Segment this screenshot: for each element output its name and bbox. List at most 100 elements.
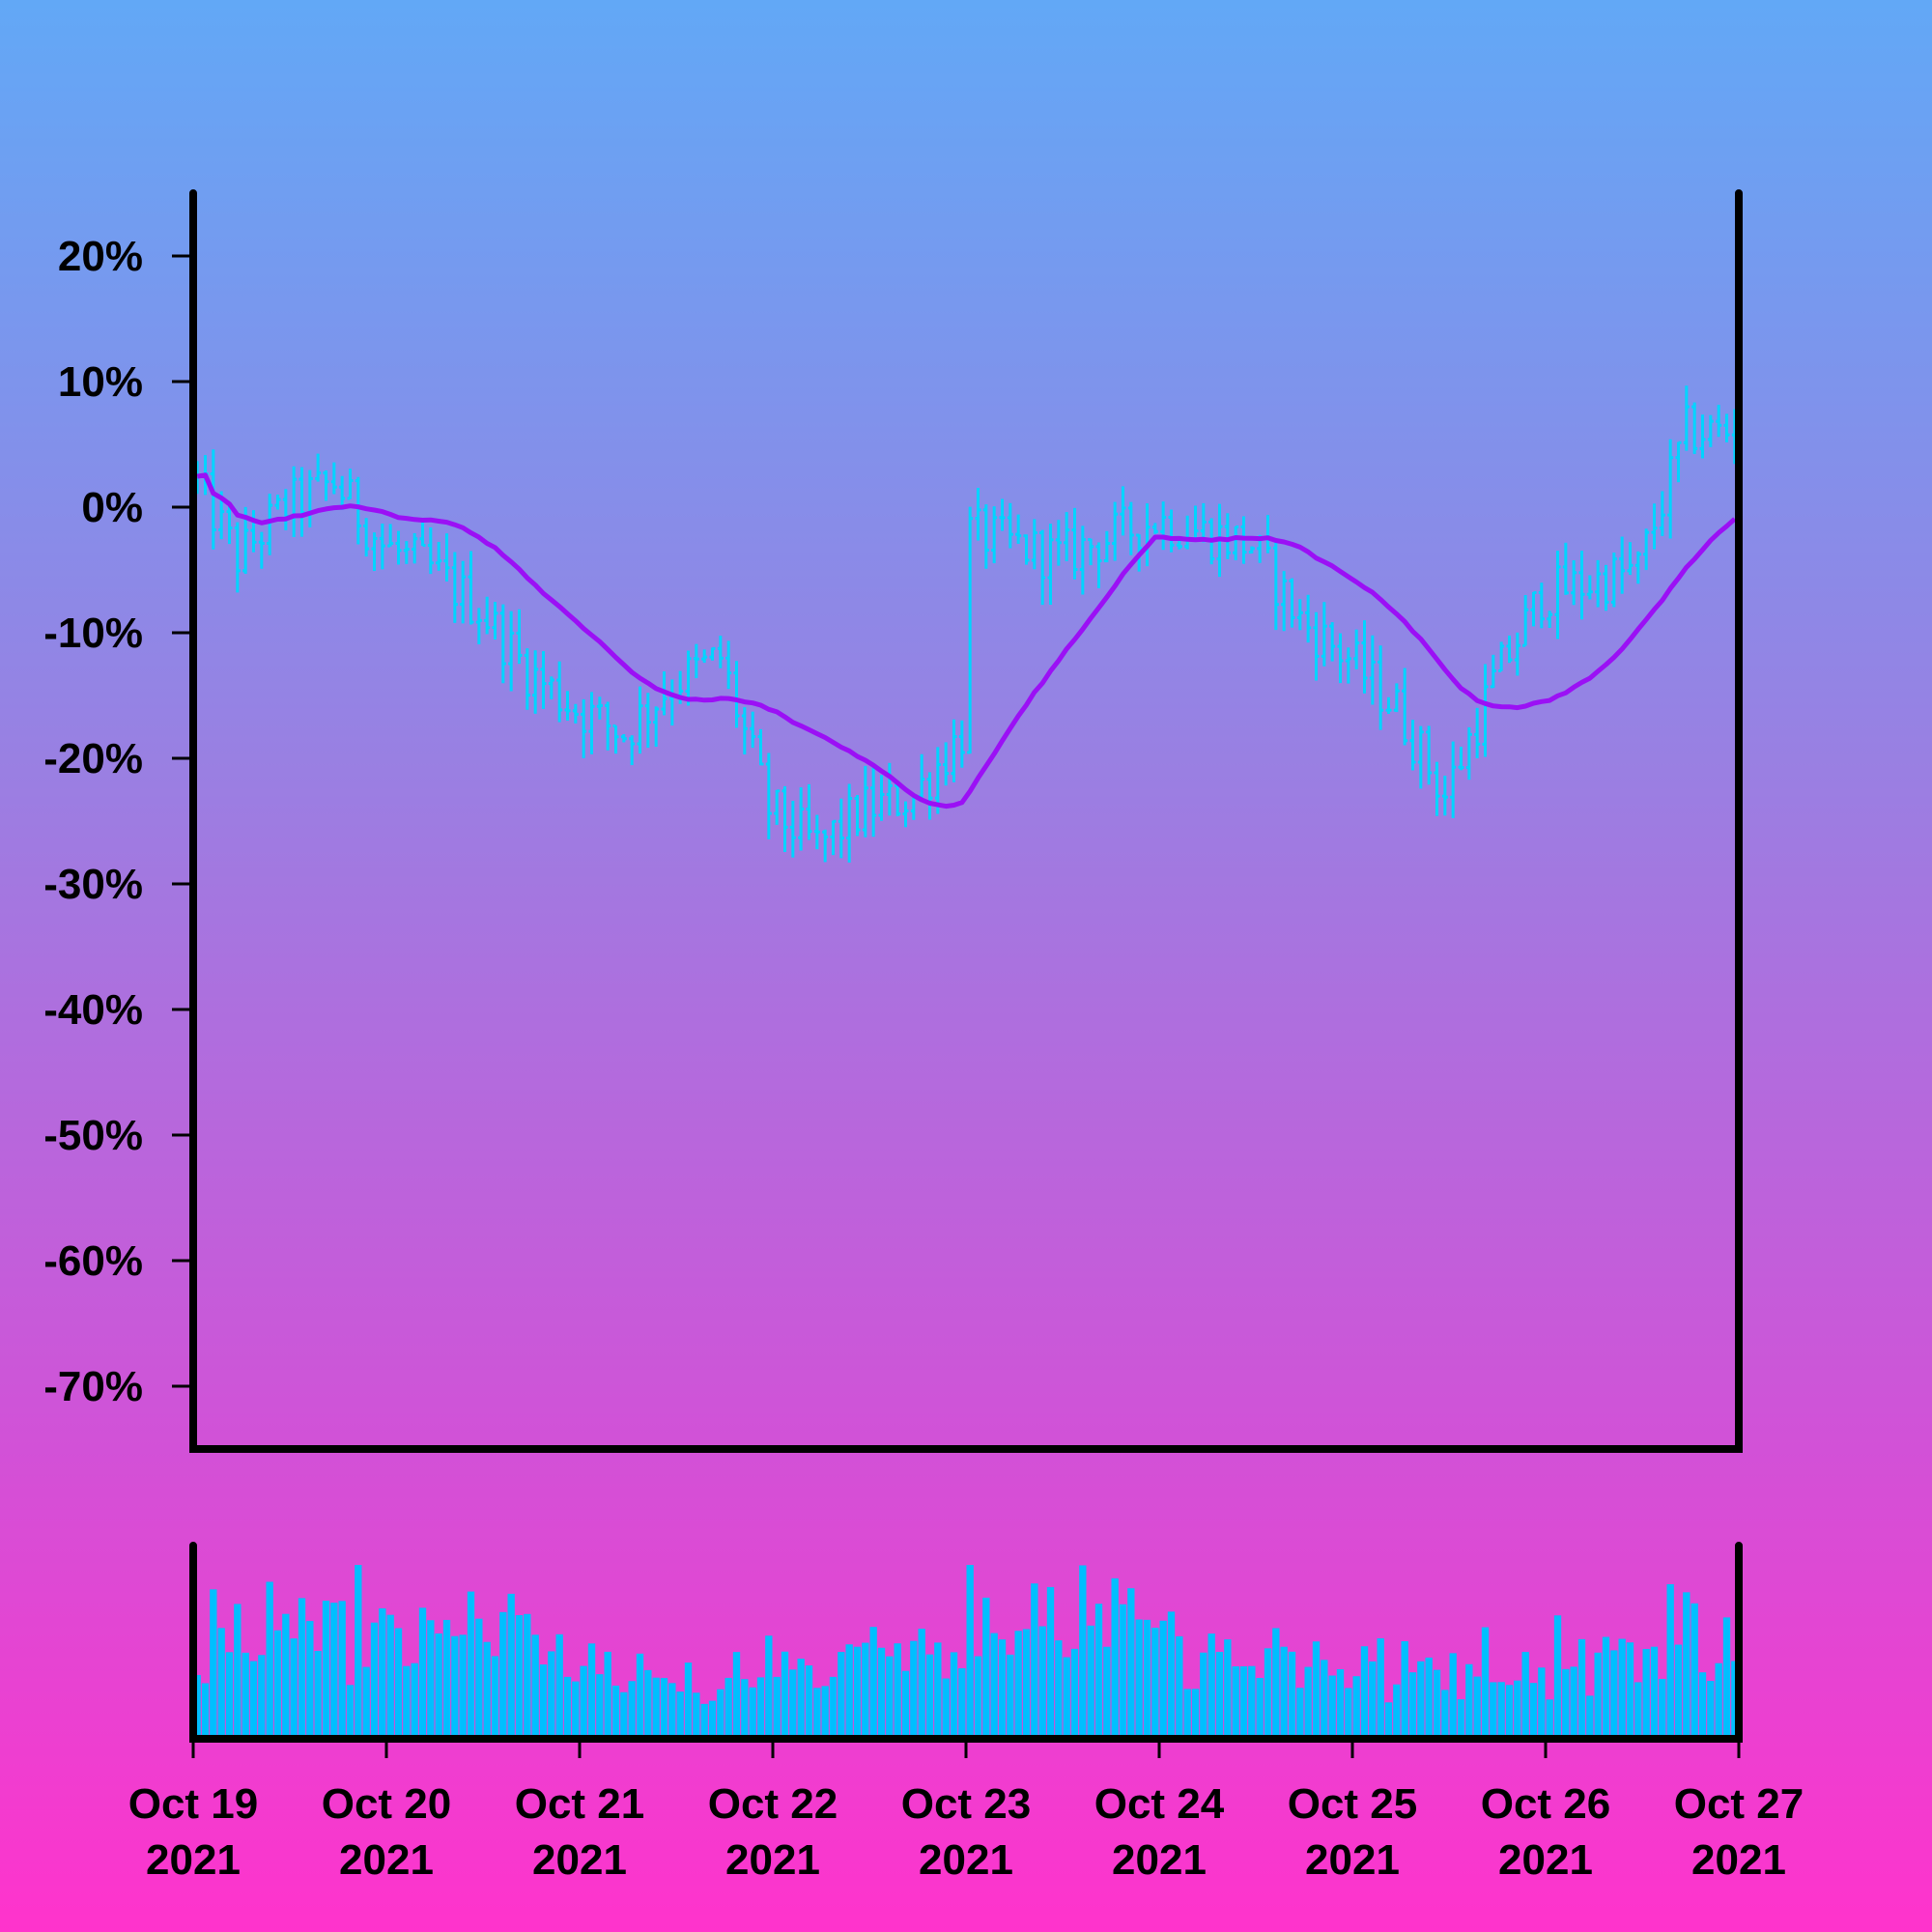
volume-bar	[1586, 1695, 1594, 1739]
ohlc-bar	[854, 795, 861, 837]
ohlc-bar	[339, 475, 346, 510]
ohlc-bar	[1474, 707, 1481, 759]
ohlc-bar	[1707, 414, 1714, 447]
ohlc-bar	[475, 608, 482, 645]
volume-bar	[427, 1620, 435, 1739]
ohlc-bar	[878, 775, 885, 821]
ohlc-bar	[1675, 440, 1682, 483]
volume-bar	[1408, 1672, 1417, 1739]
volume-bar	[838, 1652, 845, 1739]
volume-bar	[1022, 1629, 1031, 1739]
volume-bar	[249, 1661, 258, 1739]
ohlc-bar	[1151, 523, 1158, 534]
ohlc-bar	[943, 742, 950, 786]
ohlc-bar	[750, 711, 756, 749]
ohlc-bar	[620, 733, 627, 743]
x-tick-label-year: 2021	[725, 1836, 820, 1884]
volume-bar	[451, 1635, 459, 1739]
ohlc-bar	[499, 604, 506, 684]
volume-bar	[217, 1628, 225, 1739]
ohlc-bar	[1095, 542, 1102, 588]
ohlc-bar	[999, 498, 1006, 531]
volume-bar	[1321, 1660, 1328, 1739]
ohlc-bar	[830, 819, 837, 856]
ohlc-bar	[1586, 575, 1593, 600]
volume-bar	[869, 1627, 877, 1739]
ohlc-bar	[355, 476, 361, 545]
ohlc-bar	[1699, 414, 1706, 459]
volume-bar	[442, 1619, 451, 1739]
ohlc-bar	[605, 701, 611, 751]
volume-bar	[1345, 1688, 1352, 1739]
ohlc-bar	[581, 698, 587, 758]
ohlc-bar	[1079, 526, 1086, 595]
ohlc-bar	[668, 679, 675, 726]
y-tick-label: 0%	[81, 484, 143, 531]
volume-bar	[1127, 1588, 1135, 1739]
ohlc-bar	[1200, 502, 1207, 543]
volume-bar	[845, 1644, 853, 1739]
ohlc-bar	[1168, 509, 1175, 553]
volume-bar	[1441, 1690, 1449, 1739]
x-tick-label: Oct 27 2021	[1674, 1780, 1804, 1884]
price-bars	[194, 385, 1738, 863]
ohlc-bar	[1522, 595, 1529, 647]
x-tick-label-year: 2021	[1112, 1836, 1207, 1884]
ohlc-bar	[516, 609, 523, 665]
y-ticks: 20% 10% 0% -10% -20% -30% -40% -50% -60% -70%	[43, 233, 193, 1410]
volume-bar	[1659, 1679, 1666, 1739]
ohlc-bar	[1643, 528, 1650, 571]
volume-bar	[1208, 1634, 1215, 1739]
ohlc-bar	[1627, 542, 1634, 576]
volume-bar	[821, 1686, 829, 1739]
ohlc-bar	[1296, 599, 1303, 631]
volume-bar	[1280, 1646, 1288, 1739]
ohlc-bar	[1402, 668, 1408, 746]
ohlc-bar	[709, 646, 716, 661]
ohlc-bar	[1716, 405, 1722, 438]
volume-bar	[773, 1676, 781, 1739]
ohlc-bar	[291, 466, 298, 538]
ohlc-bar	[443, 533, 450, 582]
ohlc-bar	[524, 648, 530, 710]
volume-bar	[684, 1662, 693, 1739]
volume-bar	[805, 1665, 813, 1739]
volume-bar	[741, 1679, 749, 1739]
ohlc-bar	[436, 542, 442, 571]
volume-bar	[1215, 1652, 1224, 1739]
ohlc-bar	[250, 510, 257, 553]
volume-bar	[1014, 1631, 1022, 1739]
ohlc-bar	[540, 651, 547, 709]
x-tick-label: Oct 26 2021	[1481, 1780, 1611, 1884]
volume-bar	[379, 1607, 386, 1739]
volume-bar	[660, 1678, 668, 1739]
ohlc-bar	[1176, 540, 1182, 550]
volume-bar	[1562, 1668, 1570, 1739]
ohlc-bar	[1007, 502, 1013, 549]
axes	[189, 189, 1743, 1743]
volume-bar	[958, 1667, 966, 1739]
volume-bar	[1328, 1675, 1336, 1739]
volume-bar	[587, 1643, 596, 1739]
ohlc-bar	[1634, 551, 1641, 584]
ohlc-bar	[1450, 741, 1457, 819]
x-tick-label: Oct 24 2021	[1094, 1780, 1225, 1884]
ohlc-bar	[693, 643, 699, 679]
volume-bar	[1191, 1689, 1200, 1739]
ohlc-bar	[1289, 578, 1295, 628]
volume-bar	[290, 1638, 298, 1739]
ohlc-bar	[1184, 515, 1191, 550]
ohlc-bar	[1393, 683, 1400, 713]
ohlc-bar	[564, 691, 571, 721]
volume-bar	[1514, 1680, 1521, 1739]
ohlc-bar	[701, 649, 708, 664]
volume-bar	[1232, 1666, 1239, 1739]
volume-bar	[386, 1614, 394, 1739]
ohlc-bar	[1426, 725, 1433, 785]
volume-bar	[998, 1639, 1007, 1739]
volume-bar	[572, 1681, 580, 1739]
ohlc-bar	[1233, 525, 1239, 560]
volume-bar	[524, 1613, 531, 1739]
ohlc-bar	[1064, 512, 1070, 561]
